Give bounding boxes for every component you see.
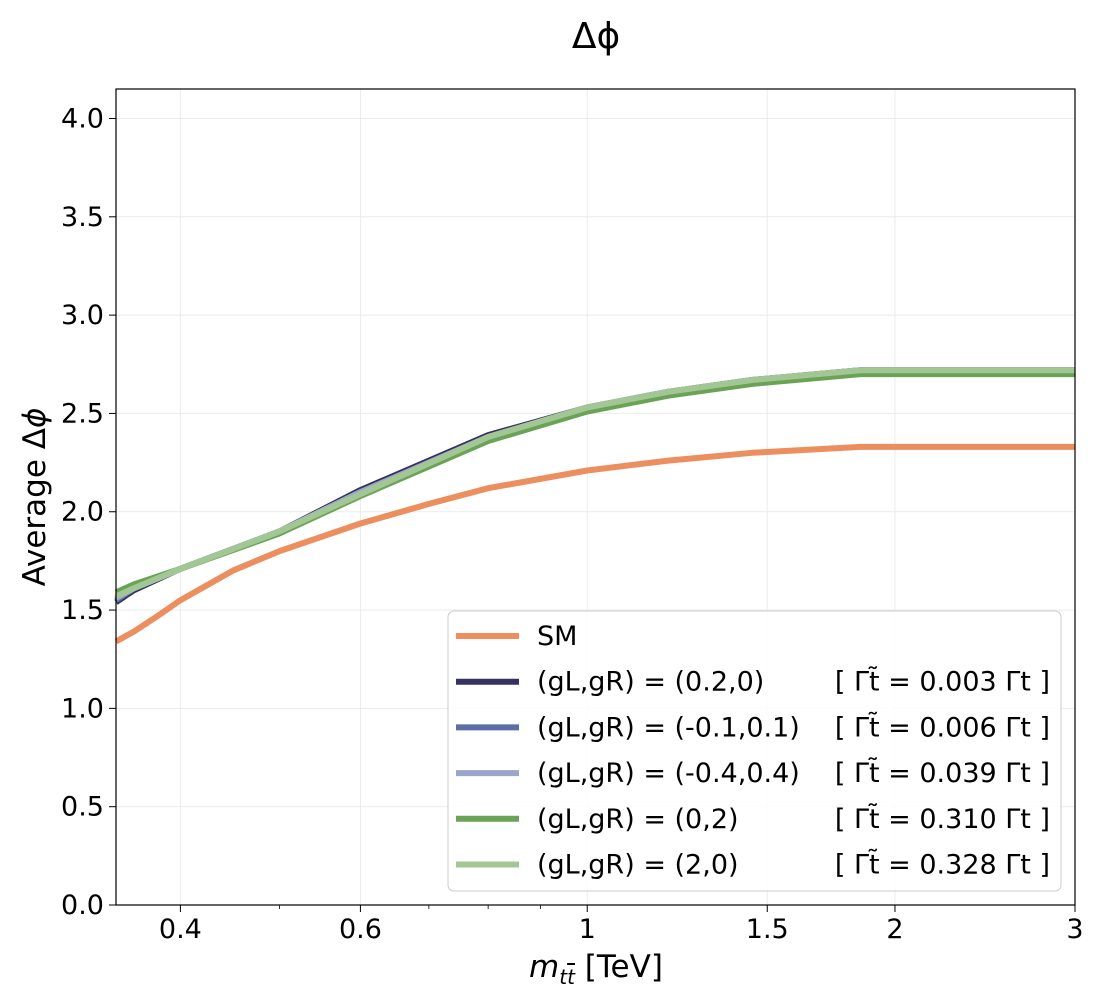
legend-width-5: [ Γt̃ = 0.328 Γt ]	[835, 849, 1050, 881]
y-axis-label: Average Δϕ	[17, 408, 53, 587]
legend-box	[447, 610, 1062, 892]
legend-label-1: (gL,gR) = (0.2,0)	[537, 667, 764, 698]
y-tick-label: 3.0	[61, 300, 104, 331]
x-tick-label: 1.5	[746, 914, 789, 945]
legend-label-0: SM	[537, 621, 577, 652]
y-tick-label: 2.0	[61, 497, 104, 528]
legend-label-5: (gL,gR) = (2,0)	[537, 850, 739, 881]
legend-label-3: (gL,gR) = (-0.4,0.4)	[537, 758, 800, 789]
series-line-0	[114, 443, 1075, 645]
x-axis-label: mtt [TeV]	[529, 949, 663, 989]
x-tick-label: 0.4	[159, 914, 202, 945]
legend-width-2: [ Γt̃ = 0.006 Γt ]	[835, 711, 1050, 743]
y-tick-label: 2.5	[61, 398, 104, 429]
chart-title: Δϕ	[572, 16, 620, 57]
legend-label-2: (gL,gR) = (-0.1,0.1)	[537, 712, 800, 743]
series-line-5	[114, 367, 1075, 600]
legend-width-4: [ Γt̃ = 0.310 Γt ]	[835, 803, 1050, 835]
y-axis: 0.0 0.5 1.0 1.5 2.0 2.5 3.0 3.5 4.0	[61, 103, 116, 921]
x-axis: 0.4 0.6 1 1.5 2 3	[159, 905, 1084, 945]
y-tick-label: 0.5	[61, 792, 104, 823]
y-tick-label: 3.5	[61, 202, 104, 233]
series-lines	[114, 367, 1075, 645]
x-tick-label: 3	[1066, 914, 1083, 945]
y-tick-label: 4.0	[61, 103, 104, 134]
legend: SM (gL,gR) = (0.2,0) [ Γt̃ = 0.003 Γt ] (gL…	[447, 610, 1062, 892]
legend-width-3: [ Γt̃ = 0.039 Γt ]	[835, 757, 1050, 789]
legend-label-4: (gL,gR) = (0,2)	[537, 804, 739, 835]
x-tick-label: 0.6	[339, 914, 382, 945]
x-tick-label: 1	[579, 914, 596, 945]
legend-width-1: [ Γt̃ = 0.003 Γt ]	[835, 666, 1050, 698]
y-tick-label: 1.5	[61, 595, 104, 626]
x-tick-label: 2	[886, 914, 903, 945]
y-tick-label: 1.0	[61, 693, 104, 724]
y-tick-label: 0.0	[61, 890, 104, 921]
plot-frame	[115, 88, 1076, 906]
